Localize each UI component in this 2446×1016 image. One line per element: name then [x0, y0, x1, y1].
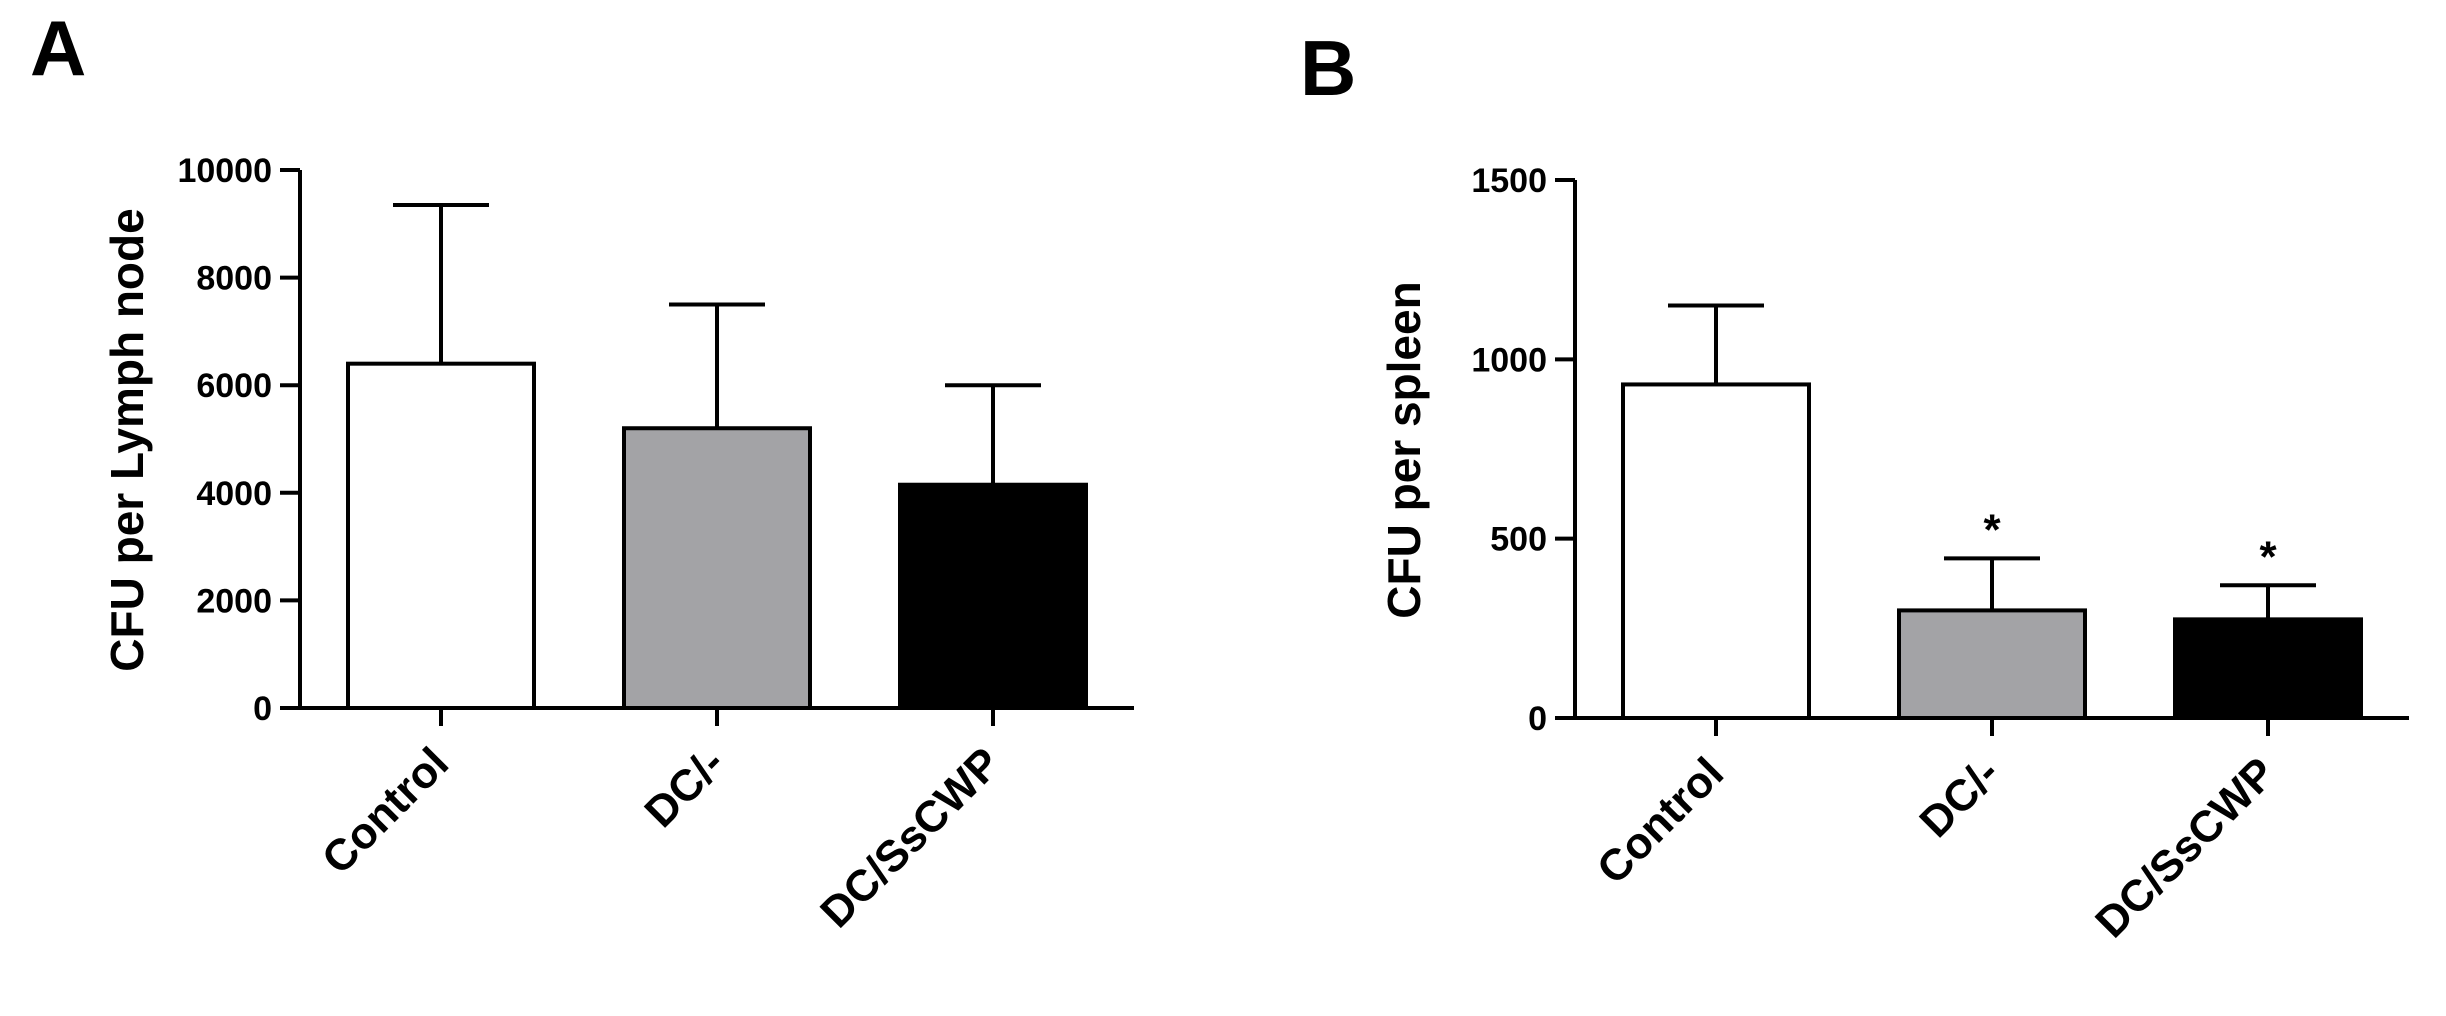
y-tick-label-a: 4000: [196, 475, 272, 513]
y-tick-label-b: 1000: [1471, 341, 1547, 379]
bar-a: [898, 482, 1088, 711]
category-label-a: DC/-: [635, 738, 734, 837]
category-label-b: DC/SsCWP: [2086, 748, 2285, 947]
y-tick-label-b: 0: [1528, 700, 1547, 738]
y-tick-label-a: 10000: [177, 152, 272, 190]
bar-b: [2173, 617, 2363, 720]
category-label-b: DC/-: [1910, 748, 2009, 847]
significance-marker-b: *: [2259, 532, 2277, 581]
significance-marker-b: *: [1983, 505, 2001, 554]
y-axis-label-a: CFU per Lymph node: [101, 208, 153, 671]
panel-label-b: B: [1300, 24, 1356, 112]
bar-a: [346, 361, 536, 710]
bar-b: [1897, 608, 2087, 721]
category-label-b: Control: [1588, 748, 1733, 893]
y-tick-label-a: 8000: [196, 260, 272, 298]
y-tick-label-a: 0: [253, 690, 272, 728]
y-tick-label-b: 500: [1490, 521, 1547, 559]
bar-a: [622, 426, 812, 710]
panel-label-a: A: [30, 4, 86, 92]
y-tick-label-a: 2000: [196, 582, 272, 620]
bar-b: [1621, 382, 1811, 720]
category-label-a: Control: [313, 738, 458, 883]
y-tick-label-b: 1500: [1471, 162, 1547, 200]
y-axis-label-b: CFU per spleen: [1378, 281, 1430, 618]
chart-panel-a: A CFU per Lymph node 0 2000 4000 6000 8000 1000…: [30, 4, 1134, 937]
category-label-a: DC/SsCWP: [811, 738, 1010, 937]
chart-panel-b: B CFU per spleen 0 500 1000 1500 Control DC/- * D…: [1300, 24, 2409, 947]
y-tick-label-a: 6000: [196, 367, 272, 405]
